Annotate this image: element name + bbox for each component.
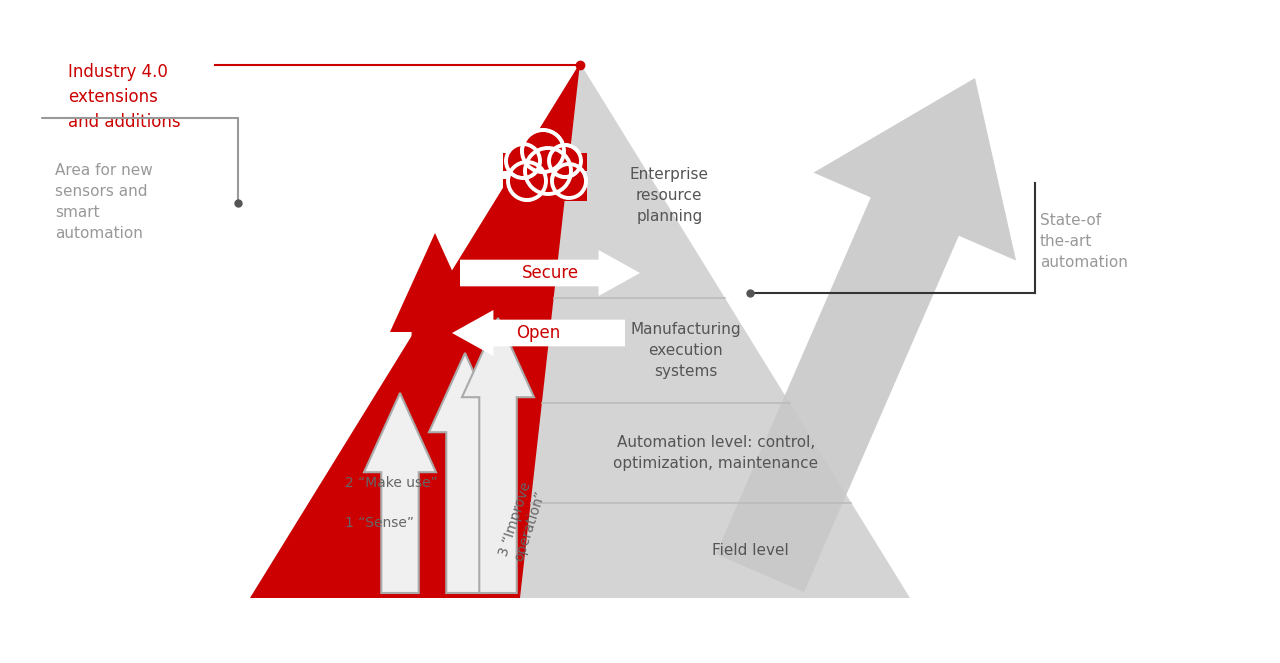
Text: 3 “Improve
operation”: 3 “Improve operation” <box>497 480 549 563</box>
Text: Field level: Field level <box>712 543 788 558</box>
Polygon shape <box>250 63 580 598</box>
Bar <box>503 179 588 201</box>
Polygon shape <box>452 310 625 356</box>
Polygon shape <box>250 63 910 598</box>
Text: Open: Open <box>516 324 561 342</box>
Polygon shape <box>462 318 534 593</box>
Text: Industry 4.0
extensions
and additions: Industry 4.0 extensions and additions <box>68 63 180 131</box>
Circle shape <box>508 162 547 200</box>
Circle shape <box>552 164 586 198</box>
Text: Automation level: control,
optimization, maintenance: Automation level: control, optimization,… <box>613 435 819 471</box>
Text: Manufacturing
execution
systems: Manufacturing execution systems <box>631 322 741 379</box>
Text: State-of
the-art
automation: State-of the-art automation <box>1039 213 1128 270</box>
Polygon shape <box>390 233 480 593</box>
Bar <box>503 153 588 171</box>
Text: 1 “Sense”: 1 “Sense” <box>346 516 413 530</box>
Text: Enterprise
resource
planning: Enterprise resource planning <box>630 167 709 224</box>
Text: Secure: Secure <box>521 264 579 282</box>
Polygon shape <box>460 250 640 296</box>
Circle shape <box>549 145 581 177</box>
Circle shape <box>522 130 564 172</box>
Polygon shape <box>364 393 436 593</box>
Circle shape <box>525 148 571 194</box>
Polygon shape <box>429 353 500 593</box>
Text: 2 “Make use”: 2 “Make use” <box>346 476 438 490</box>
Polygon shape <box>716 78 1016 592</box>
Text: Area for new
sensors and
smart
automation: Area for new sensors and smart automatio… <box>55 163 152 241</box>
Circle shape <box>506 144 540 178</box>
